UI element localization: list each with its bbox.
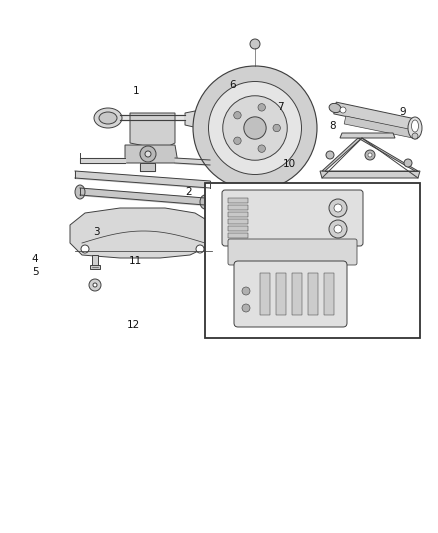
Polygon shape (125, 145, 178, 163)
Ellipse shape (410, 122, 420, 128)
Ellipse shape (329, 103, 341, 112)
Circle shape (145, 151, 151, 157)
FancyBboxPatch shape (228, 239, 357, 265)
Polygon shape (322, 138, 362, 171)
Bar (228, 198, 248, 203)
Text: 3: 3 (93, 227, 100, 237)
Circle shape (258, 145, 265, 152)
Text: 1: 1 (132, 86, 139, 95)
Ellipse shape (408, 117, 422, 139)
Ellipse shape (411, 120, 418, 132)
Bar (228, 226, 248, 231)
Circle shape (244, 117, 266, 139)
Circle shape (365, 150, 375, 160)
Circle shape (193, 66, 317, 190)
Bar (324, 273, 334, 315)
Text: 9: 9 (399, 107, 406, 117)
Bar (228, 212, 248, 217)
Text: 2: 2 (185, 187, 192, 197)
Text: 6: 6 (229, 80, 236, 90)
Circle shape (404, 159, 412, 167)
Text: 8: 8 (329, 122, 336, 131)
Bar (228, 219, 248, 224)
Circle shape (412, 133, 418, 139)
Bar (90, 265, 100, 269)
Circle shape (223, 96, 287, 160)
Bar (308, 273, 318, 315)
Circle shape (196, 245, 204, 253)
Bar (205, 183, 420, 338)
Text: 7: 7 (277, 102, 284, 111)
Polygon shape (130, 113, 175, 148)
Bar (292, 273, 302, 315)
Circle shape (208, 82, 301, 174)
Circle shape (258, 103, 265, 111)
Circle shape (89, 279, 101, 291)
Circle shape (340, 107, 346, 113)
Ellipse shape (94, 108, 122, 128)
Text: 4: 4 (32, 254, 39, 263)
Circle shape (81, 245, 89, 253)
Polygon shape (70, 208, 215, 258)
Circle shape (368, 153, 372, 157)
Ellipse shape (99, 112, 117, 124)
Text: 5: 5 (32, 267, 39, 277)
Bar (92, 255, 98, 269)
Circle shape (329, 199, 347, 217)
Polygon shape (344, 116, 419, 139)
Polygon shape (334, 102, 416, 131)
Ellipse shape (200, 195, 210, 209)
Bar (228, 205, 248, 210)
Text: 11: 11 (129, 256, 142, 266)
Circle shape (326, 151, 334, 159)
FancyBboxPatch shape (222, 190, 363, 246)
Text: 10: 10 (283, 159, 296, 168)
Circle shape (329, 220, 347, 238)
Polygon shape (140, 163, 155, 171)
Polygon shape (340, 133, 395, 138)
Circle shape (334, 204, 342, 212)
Polygon shape (185, 111, 200, 128)
Circle shape (93, 283, 97, 287)
Bar (260, 273, 270, 315)
Circle shape (234, 111, 241, 119)
Circle shape (334, 225, 342, 233)
Circle shape (242, 287, 250, 295)
Ellipse shape (75, 185, 85, 199)
Text: 12: 12 (127, 320, 140, 330)
Polygon shape (320, 171, 420, 178)
FancyBboxPatch shape (234, 261, 347, 327)
Bar (276, 273, 286, 315)
Bar (228, 233, 248, 238)
Circle shape (234, 137, 241, 144)
Polygon shape (358, 138, 418, 171)
Circle shape (273, 124, 280, 132)
Circle shape (250, 39, 260, 49)
Circle shape (140, 146, 156, 162)
Circle shape (242, 304, 250, 312)
